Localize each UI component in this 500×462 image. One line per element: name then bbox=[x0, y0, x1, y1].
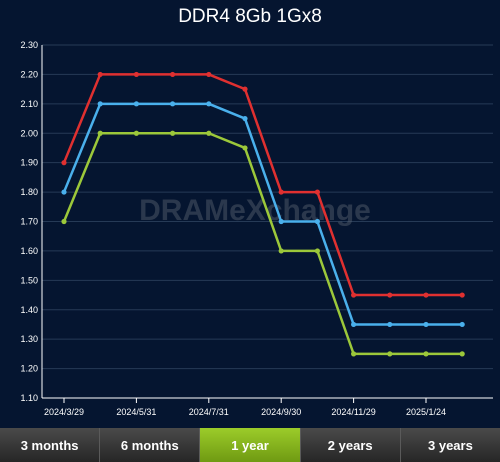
data-point bbox=[387, 321, 393, 328]
y-tick-label: 2.30 bbox=[20, 40, 38, 50]
data-point bbox=[242, 115, 248, 122]
data-point bbox=[61, 189, 67, 195]
x-tick-label: 2024/9/30 bbox=[261, 407, 301, 417]
data-point bbox=[170, 71, 176, 78]
y-tick-label: 1.90 bbox=[20, 158, 38, 168]
data-point bbox=[206, 71, 212, 78]
y-tick-label: 1.70 bbox=[20, 217, 38, 227]
data-point bbox=[351, 321, 357, 328]
data-point bbox=[459, 351, 465, 357]
y-tick-label: 1.40 bbox=[20, 305, 38, 315]
data-point bbox=[387, 351, 393, 357]
data-point bbox=[97, 101, 103, 107]
data-point bbox=[133, 130, 139, 136]
data-point bbox=[170, 101, 176, 107]
x-tick-label: 2024/11/29 bbox=[331, 407, 375, 417]
chart-area: DRAMeXchange 1.10 1.20 1.30 1.40 1.50 1.60 1.7… bbox=[20, 40, 493, 417]
y-tick-label: 1.20 bbox=[20, 364, 38, 374]
x-tick-label: 2024/5/31 bbox=[116, 407, 156, 417]
data-point bbox=[387, 292, 393, 298]
data-point bbox=[133, 71, 139, 78]
data-point bbox=[242, 86, 248, 92]
data-point bbox=[351, 292, 357, 298]
tab-2-years[interactable]: 2 years bbox=[300, 428, 401, 462]
data-point bbox=[278, 189, 284, 195]
data-point bbox=[170, 130, 176, 136]
y-tick-label: 1.10 bbox=[20, 393, 38, 403]
data-point bbox=[459, 321, 465, 328]
data-point bbox=[459, 292, 465, 298]
data-point bbox=[314, 218, 320, 225]
data-point bbox=[206, 101, 212, 107]
x-tick-label: 2024/3/29 bbox=[44, 407, 84, 417]
data-point bbox=[351, 351, 357, 357]
data-point bbox=[423, 351, 429, 357]
tab-6-months[interactable]: 6 months bbox=[100, 428, 201, 462]
y-tick-label: 1.80 bbox=[20, 187, 38, 197]
chart-title: DDR4 8Gb 1Gx8 bbox=[178, 6, 322, 27]
tab-3-years[interactable]: 3 years bbox=[400, 428, 500, 462]
series-line-2 bbox=[62, 132, 463, 356]
data-point bbox=[423, 321, 429, 328]
range-tab-bar: 3 months 6 months 1 year 2 years 3 years bbox=[0, 428, 500, 462]
data-point bbox=[61, 160, 67, 166]
y-tick-label: 2.00 bbox=[20, 128, 38, 138]
data-point bbox=[133, 101, 139, 107]
tab-3-months[interactable]: 3 months bbox=[0, 428, 101, 462]
series-line-1 bbox=[62, 102, 463, 326]
data-point bbox=[278, 248, 284, 254]
data-point bbox=[423, 292, 429, 298]
data-point bbox=[242, 145, 248, 151]
y-tick-label: 1.60 bbox=[20, 246, 38, 256]
y-tick-label: 1.50 bbox=[20, 275, 38, 285]
data-point bbox=[278, 218, 284, 225]
y-tick-label: 2.10 bbox=[20, 99, 38, 109]
data-point bbox=[61, 218, 67, 225]
watermark-logo: DRAMeXchange bbox=[139, 194, 371, 227]
data-point bbox=[97, 130, 103, 136]
data-point bbox=[97, 71, 103, 78]
tab-1-year[interactable]: 1 year bbox=[200, 428, 301, 462]
y-tick-label: 1.30 bbox=[20, 334, 38, 344]
x-tick-label: 2024/7/31 bbox=[189, 407, 229, 417]
series-line-0 bbox=[62, 73, 463, 297]
y-tick-label: 2.20 bbox=[20, 69, 38, 79]
data-point bbox=[314, 189, 320, 195]
x-tick-label: 2025/1/24 bbox=[406, 407, 446, 417]
data-point bbox=[314, 248, 320, 254]
data-point bbox=[206, 130, 212, 136]
